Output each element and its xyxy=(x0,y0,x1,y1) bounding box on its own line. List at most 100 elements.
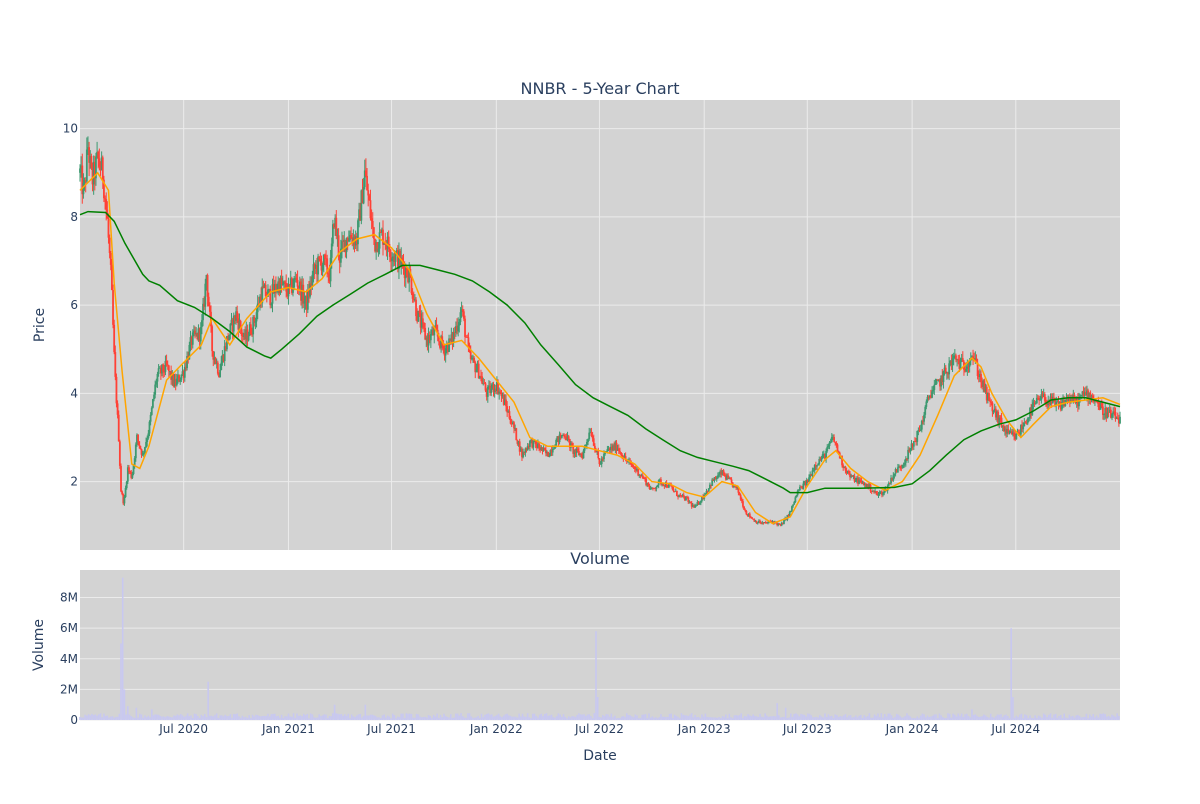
volume-bar xyxy=(244,716,247,720)
price-candle-body xyxy=(507,411,510,413)
volume-bar xyxy=(514,716,517,720)
volume-bar xyxy=(282,717,285,720)
price-candle-body xyxy=(1031,404,1034,416)
price-candle-body xyxy=(462,311,465,319)
price-candle-body xyxy=(1042,394,1045,397)
price-candle-body xyxy=(314,265,317,269)
price-candle-body xyxy=(637,468,640,476)
volume-bar xyxy=(844,714,847,720)
price-candle-body xyxy=(260,296,263,304)
volume-bar xyxy=(214,714,216,720)
volume-bar xyxy=(538,714,541,720)
volume-bar xyxy=(273,713,276,720)
volume-bar xyxy=(513,716,515,720)
price-candle-body xyxy=(989,400,992,402)
price-candle-body xyxy=(410,277,413,294)
volume-bar xyxy=(752,714,755,720)
price-candle-body xyxy=(132,464,135,475)
volume-bar xyxy=(128,714,131,720)
price-candle-body xyxy=(116,403,119,415)
price-candle-body xyxy=(437,336,440,342)
volume-bar xyxy=(759,713,761,720)
volume-bar xyxy=(1048,714,1050,720)
price-candle-body xyxy=(408,268,411,283)
price-candle-body xyxy=(117,414,120,442)
price-candle-body xyxy=(1078,397,1080,407)
volume-bar xyxy=(1114,716,1117,720)
price-candle-body xyxy=(136,434,138,445)
price-candle-body xyxy=(306,290,309,310)
price-candle-body xyxy=(720,471,723,475)
price-candle-body xyxy=(908,449,911,452)
volume-bar xyxy=(432,714,435,720)
volume-bar xyxy=(569,717,572,720)
price-candle-body xyxy=(322,254,325,265)
price-candle-body xyxy=(480,376,482,378)
volume-bar xyxy=(776,703,778,720)
price-candle-body xyxy=(613,445,616,451)
volume-bar xyxy=(238,716,240,720)
volume-bar xyxy=(169,717,172,720)
volume-bar xyxy=(646,718,649,720)
volume-bar xyxy=(424,716,426,720)
price-candle-body xyxy=(259,296,261,307)
price-candle-body xyxy=(631,465,634,467)
volume-bar xyxy=(636,715,638,720)
volume-bar xyxy=(690,713,693,720)
price-candle-body xyxy=(1098,406,1101,410)
price-candle-body xyxy=(740,499,743,502)
volume-bar xyxy=(812,717,814,720)
price-candle-body xyxy=(1015,433,1018,440)
price-candle-body xyxy=(303,300,306,304)
long-moving-average-line xyxy=(79,210,1121,494)
price-candle-body xyxy=(452,332,455,343)
price-candle-body xyxy=(294,277,297,279)
volume-bar xyxy=(578,713,580,720)
volume-bar xyxy=(385,717,387,720)
price-candle-body xyxy=(237,318,240,330)
volume-bar xyxy=(1089,714,1091,720)
volume-bar xyxy=(287,713,290,720)
volume-bar xyxy=(284,716,286,720)
price-candle-body xyxy=(183,366,186,378)
price-candle-body xyxy=(672,488,675,492)
price-candle-body xyxy=(568,438,571,448)
price-candle-body xyxy=(1023,422,1026,427)
price-candle-body xyxy=(636,468,638,471)
volume-bar xyxy=(1015,715,1018,720)
price-candle-body xyxy=(678,494,681,498)
volume-bar xyxy=(82,717,85,720)
price-candle-body xyxy=(599,464,602,465)
price-candle-body xyxy=(758,520,760,523)
price-candle-body xyxy=(499,391,502,393)
price-candle-body xyxy=(552,448,555,450)
volume-bar xyxy=(885,716,888,720)
volume-bar xyxy=(436,713,438,720)
price-candle-body xyxy=(655,487,658,489)
price-candle-body xyxy=(527,445,530,447)
volume-bar xyxy=(171,717,174,720)
volume-bar xyxy=(403,717,406,720)
price-candle-body xyxy=(827,445,830,447)
price-candle-body xyxy=(285,283,288,292)
volume-bar xyxy=(272,713,274,720)
volume-bar xyxy=(438,717,440,720)
price-candle-body xyxy=(109,253,112,265)
volume-bar xyxy=(391,713,394,720)
price-candle-body xyxy=(847,470,850,474)
price-candle-body xyxy=(98,158,101,167)
volume-bar xyxy=(537,717,539,720)
volume-bar xyxy=(422,717,425,720)
volume-bar xyxy=(957,713,960,720)
volume-bar xyxy=(954,714,956,720)
volume-bar xyxy=(531,713,534,720)
volume-bar xyxy=(176,714,179,720)
price-candle-body xyxy=(633,466,636,470)
volume-bar xyxy=(772,716,775,720)
volume-bar xyxy=(314,717,317,720)
price-candle-body xyxy=(206,275,209,297)
price-candle-body xyxy=(361,190,364,204)
price-candle-body xyxy=(846,470,849,474)
price-candle-body xyxy=(97,151,100,159)
